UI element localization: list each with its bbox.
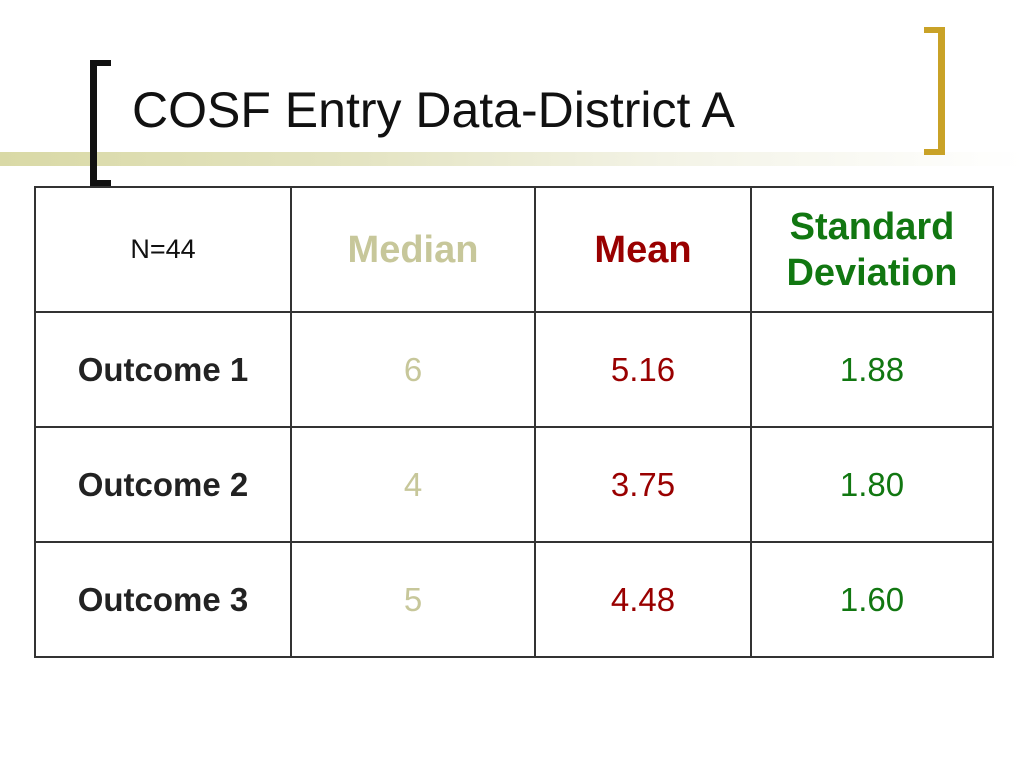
- mean-value: 5.16: [534, 311, 752, 428]
- median-value: 5: [290, 541, 536, 658]
- header-median: Median: [290, 186, 536, 313]
- title-underline-bar: [0, 152, 1024, 166]
- median-value: 6: [290, 311, 536, 428]
- left-bracket-decoration: [90, 60, 111, 186]
- right-bracket-decoration: [924, 27, 945, 155]
- table-row: Outcome 2 4 3.75 1.80: [34, 426, 994, 543]
- mean-value: 4.48: [534, 541, 752, 658]
- std-dev-value: 1.88: [750, 311, 994, 428]
- page-title: COSF Entry Data-District A: [132, 82, 735, 138]
- statistics-table: N=44 Median Mean Standard Deviation Outc…: [34, 186, 994, 658]
- median-value: 4: [290, 426, 536, 543]
- row-label: Outcome 1: [34, 311, 292, 428]
- std-dev-value: 1.80: [750, 426, 994, 543]
- table-row: Outcome 3 5 4.48 1.60: [34, 541, 994, 658]
- mean-value: 3.75: [534, 426, 752, 543]
- table-row: Outcome 1 6 5.16 1.88: [34, 311, 994, 428]
- header-mean: Mean: [534, 186, 752, 313]
- header-standard-deviation: Standard Deviation: [750, 186, 994, 313]
- sample-size-label: N=44: [34, 186, 292, 313]
- table-header-row: N=44 Median Mean Standard Deviation: [34, 186, 994, 313]
- row-label: Outcome 3: [34, 541, 292, 658]
- std-dev-value: 1.60: [750, 541, 994, 658]
- row-label: Outcome 2: [34, 426, 292, 543]
